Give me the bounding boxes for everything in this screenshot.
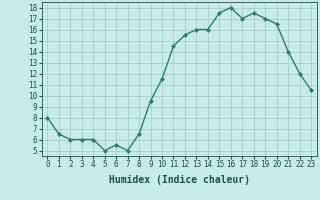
X-axis label: Humidex (Indice chaleur): Humidex (Indice chaleur) [109,175,250,185]
